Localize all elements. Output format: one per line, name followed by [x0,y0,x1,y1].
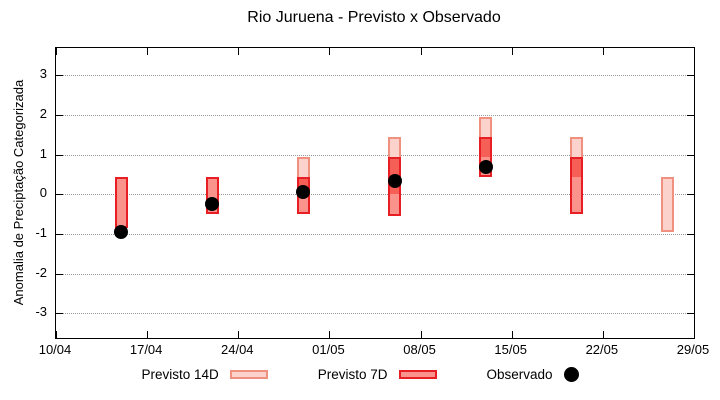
x-tick-label: 22/05 [585,342,619,357]
x-tick-top [511,48,513,55]
x-tick-bottom [694,331,695,338]
x-tick-top [694,48,695,55]
bar-previsto-14d [661,176,675,233]
legend-item-previsto-7d: Previsto 7D [318,367,437,382]
x-tick-label: 10/04 [38,342,72,357]
legend-label-previsto-14d: Previsto 14D [141,367,219,382]
observado-dot [296,185,311,200]
bar-overlap-7d-14d [481,138,491,157]
bar-previsto-7d [114,176,128,229]
y-tick-right [687,273,694,275]
y-tick-left [56,273,63,275]
observado-dot [478,159,493,174]
y-tick-right [687,194,694,196]
y-tick-left [56,194,63,196]
x-tick-bottom [329,331,331,338]
gridline [56,75,694,77]
y-tick-label: 0 [39,185,47,201]
chart-title: Rio Juruena - Previsto x Observado [247,9,501,26]
observado-dot [114,225,129,240]
y-tick-right [687,234,694,236]
x-tick-bottom [602,331,604,338]
x-tick-bottom [147,331,149,338]
observado-dot [205,197,220,212]
legend-item-previsto-14d: Previsto 14D [141,367,268,382]
x-tick-top [238,48,240,55]
x-tick-top [56,48,57,55]
legend-label-previsto-7d: Previsto 7D [317,367,388,382]
y-tick-left [56,75,63,77]
bar-overlap-7d-14d [572,158,582,177]
y-tick-right [687,75,694,77]
gridline [56,115,694,117]
y-tick-label: -1 [35,225,47,241]
x-tick-label: 01/05 [312,342,345,357]
legend-swatch-previsto-14d [229,370,268,379]
y-tick-left [56,154,63,156]
y-tick-right [687,154,694,156]
y-tick-right [687,313,694,315]
y-tick-left [56,115,63,117]
legend-label-observado: Observado [486,367,553,382]
y-tick-label: 1 [39,145,47,161]
x-tick-top [420,48,422,55]
y-tick-label: -3 [35,304,47,320]
observado-dot [387,173,402,188]
plot-area [55,47,695,339]
y-tick-left [56,313,63,315]
x-tick-bottom [420,331,422,338]
legend: Previsto 14D Previsto 7D Observado [0,367,720,382]
x-tick-label: 29/05 [676,342,710,357]
x-tick-top [329,48,331,55]
x-tick-bottom [238,331,240,338]
x-tick-label: 08/05 [403,342,436,357]
x-tick-label: 24/04 [221,342,254,357]
x-tick-label: 15/05 [494,342,527,357]
y-tick-label: 3 [39,66,47,82]
y-tick-label: 2 [39,106,47,122]
x-tick-bottom [511,331,513,338]
x-tick-top [147,48,149,55]
y-tick-left [56,234,63,236]
legend-swatch-previsto-7d [398,370,437,379]
y-tick-right [687,115,694,117]
y-tick-label: -2 [35,264,47,280]
legend-swatch-observado-dot [563,367,579,382]
x-tick-label: 17/04 [129,342,163,357]
x-tick-top [602,48,604,55]
legend-item-observado: Observado [487,367,579,382]
gridline [56,154,694,156]
gridline [56,234,694,236]
gridline [56,313,694,315]
gridline [56,273,694,275]
gridline [56,194,694,196]
x-tick-bottom [56,331,57,338]
